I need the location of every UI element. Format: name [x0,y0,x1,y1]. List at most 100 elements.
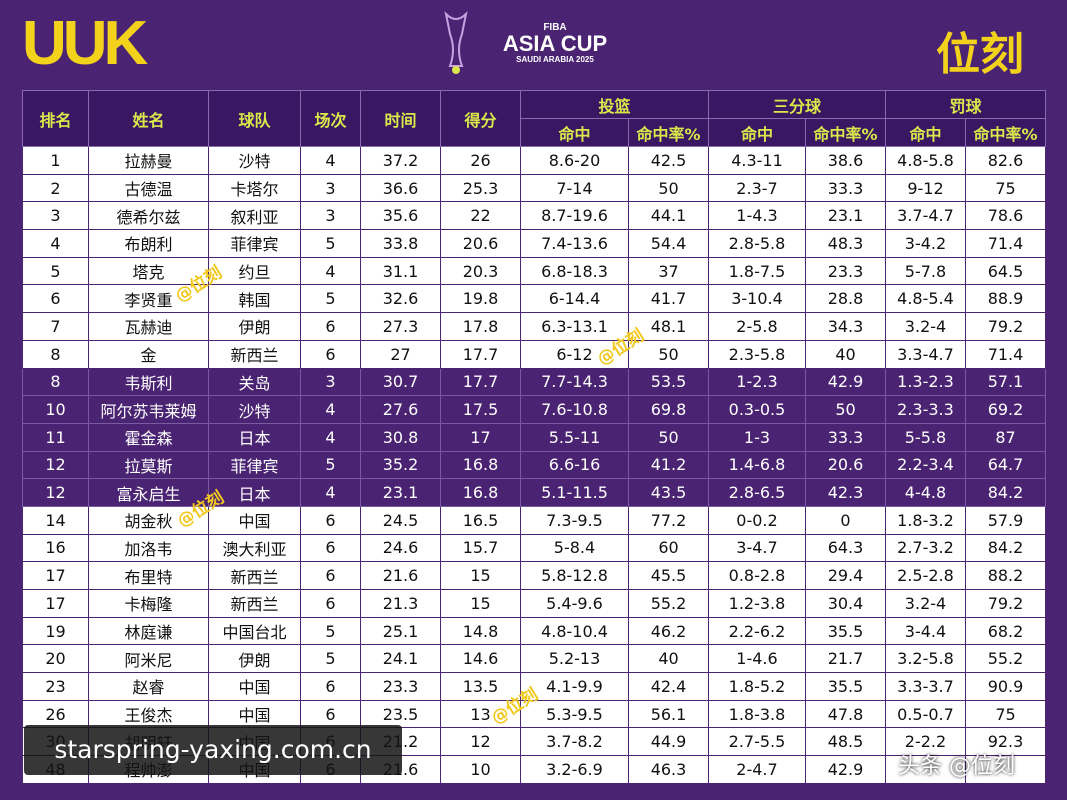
table-cell: 1-4.6 [708,644,806,674]
table-cell: 4.1-9.9 [520,672,629,701]
table-cell: 16.5 [440,505,521,535]
table-cell: 6-14.4 [520,284,629,314]
logo-asia-cup: ASIA CUP [502,31,608,56]
subcolumn-header: 命中 [885,118,966,147]
table-cell: 2.5-2.8 [885,561,966,590]
table-cell: 6-12 [520,339,629,369]
table-cell: 50 [628,173,709,203]
table-cell: 25.1 [360,616,441,646]
table-cell: 中国 [208,699,301,729]
table-cell: 5.3-9.5 [520,699,629,729]
table-cell: 5 [300,284,361,314]
table-cell: 57.1 [965,367,1046,397]
table-row: 20 阿米尼 伊朗 5 24.1 14.6 5.2-13 40 1-4.6 21.7 3.2-5.8… [22,644,1046,674]
table-cell: 1-4.3 [708,201,806,231]
table-cell: 8.7-19.6 [520,201,629,231]
table-cell: 新西兰 [208,339,301,369]
table-cell: 17 [22,561,89,590]
table-cell: 古德温 [88,173,209,203]
table-row: 12 拉莫斯 菲律宾 5 35.2 16.8 6.6-16 41.2 1.4-6.8 20.6 2.… [22,450,1046,480]
table-row: 10 阿尔苏韦莱姆 沙特 4 27.6 17.5 7.6-10.8 69.8 0.3-0.5 50… [22,395,1046,424]
table-cell: 23.1 [805,201,886,231]
table-cell [885,755,966,784]
table-row: 6 李贤重 韩国 5 32.6 19.8 6-14.4 41.7 3-10.4 28.8 4.8-5… [22,284,1046,314]
table-cell: 44.1 [628,201,709,231]
table-cell: 27.3 [360,312,441,341]
table-row: 5 塔克 约旦 4 31.1 20.3 6.8-18.3 37 1.8-7.5 23.3 5-7.8… [22,256,1046,286]
table-cell: 11 [22,422,89,452]
column-header: 姓名 [88,90,209,147]
table-cell: 4.8-5.8 [885,146,966,175]
table-cell: 4 [300,395,361,424]
table-cell: 17.5 [440,395,521,424]
table-cell: 10 [22,395,89,424]
table-cell: 3-4.4 [885,616,966,646]
table-cell: 3-4.2 [885,229,966,258]
table-cell: 0.8-2.8 [708,561,806,590]
trophy-icon [444,10,468,74]
table-cell: 7.3-9.5 [520,505,629,535]
table-cell: 90.9 [965,672,1046,701]
table-cell: 5-7.8 [885,256,966,286]
table-cell: 25.3 [440,173,521,203]
table-cell: 2 [22,173,89,203]
table-row: 23 赵睿 中国 6 23.3 13.5 4.1-9.9 42.4 1.8-5.2 35.5 3.3… [22,672,1046,701]
table-cell: 21.7 [805,644,886,674]
table-cell: 20.6 [805,450,886,480]
table-cell: 84.2 [965,533,1046,563]
table-cell: 7.6-10.8 [520,395,629,424]
table-cell: 55.2 [628,589,709,618]
table-cell: 79.2 [965,589,1046,618]
table-cell: 5.4-9.6 [520,589,629,618]
table-cell: 78.6 [965,201,1046,231]
subheader-row: 命中 命中率% 命中 命中率% 命中 命中率% [23,118,1046,147]
table-cell: 45.5 [628,561,709,590]
logo-fiba: FIBA [543,22,567,33]
table-cell: 拉赫曼 [88,146,209,175]
table-cell: 2.2-3.4 [885,450,966,480]
table-cell: 88.2 [965,561,1046,590]
table-cell: 14.8 [440,616,521,646]
table-cell: 2.7-5.5 [708,727,806,757]
table-cell: 24.5 [360,505,441,535]
site-watermark: starspring-yaxing.com.cn [24,725,402,775]
table-cell: 87 [965,422,1046,452]
table-cell: 28.8 [805,284,886,314]
table-cell: 37.2 [360,146,441,175]
column-header: 场次 [300,90,361,147]
table-cell: 1.8-3.8 [708,699,806,729]
table-cell: 3.2-4 [885,589,966,618]
table-cell: 6 [22,284,89,314]
table-cell: 33.8 [360,229,441,258]
table-cell: 23 [22,672,89,701]
table-cell: 沙特 [208,146,301,175]
table-cell: 16.8 [440,450,521,480]
table-cell: 19.8 [440,284,521,314]
table-cell: 64.7 [965,450,1046,480]
table-cell: 林庭谦 [88,616,209,646]
table-cell: 35.2 [360,450,441,480]
table-cell: 6 [300,561,361,590]
table-cell: 1.8-5.2 [708,672,806,701]
table-cell [965,755,1046,784]
table-cell: 21.6 [360,561,441,590]
table-cell: 叙利亚 [208,201,301,231]
table-row: 16 加洛韦 澳大利亚 6 24.6 15.7 5-8.4 60 3-4.7 64.3 2.7-3.… [22,533,1046,563]
table-row: 8 韦斯利 关岛 3 30.7 17.7 7.7-14.3 53.5 1-2.3 42.9 1.3-… [22,367,1046,397]
table-cell: 日本 [208,478,301,507]
table-cell: 48.5 [805,727,886,757]
table-cell: 48.3 [805,229,886,258]
table-cell: 64.3 [805,533,886,563]
table-cell: 4 [300,256,361,286]
table-cell: 48.1 [628,312,709,341]
table-cell: 84.2 [965,478,1046,507]
table-cell: 37 [628,256,709,286]
table-cell: 伊朗 [208,644,301,674]
table-cell: 27.6 [360,395,441,424]
table-row: 1 拉赫曼 沙特 4 37.2 26 8.6-20 42.5 4.3-11 38.6 4.8-5.8… [22,146,1046,175]
table-cell: 3.7-4.7 [885,201,966,231]
table-cell: 30.8 [360,422,441,452]
table-cell: 6 [300,699,361,729]
table-cell: 2-5.8 [708,312,806,341]
